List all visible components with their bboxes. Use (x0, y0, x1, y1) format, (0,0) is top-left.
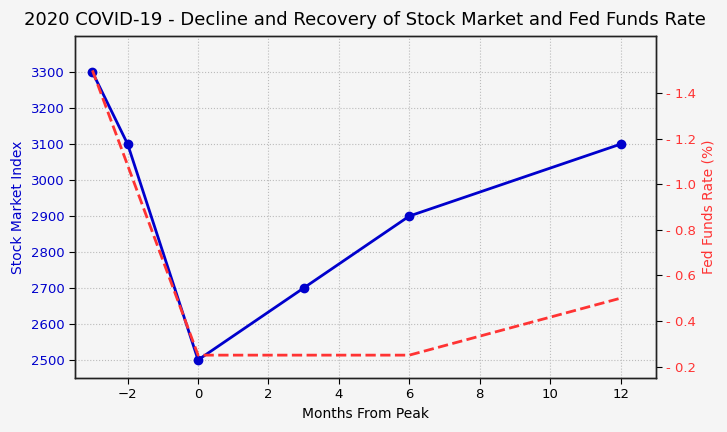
Y-axis label: Fed Funds Rate (%): Fed Funds Rate (%) (702, 140, 716, 274)
Title: 2020 COVID-19 - Decline and Recovery of Stock Market and Fed Funds Rate: 2020 COVID-19 - Decline and Recovery of … (25, 11, 706, 29)
Y-axis label: Stock Market Index: Stock Market Index (11, 140, 25, 274)
X-axis label: Months From Peak: Months From Peak (302, 407, 429, 421)
